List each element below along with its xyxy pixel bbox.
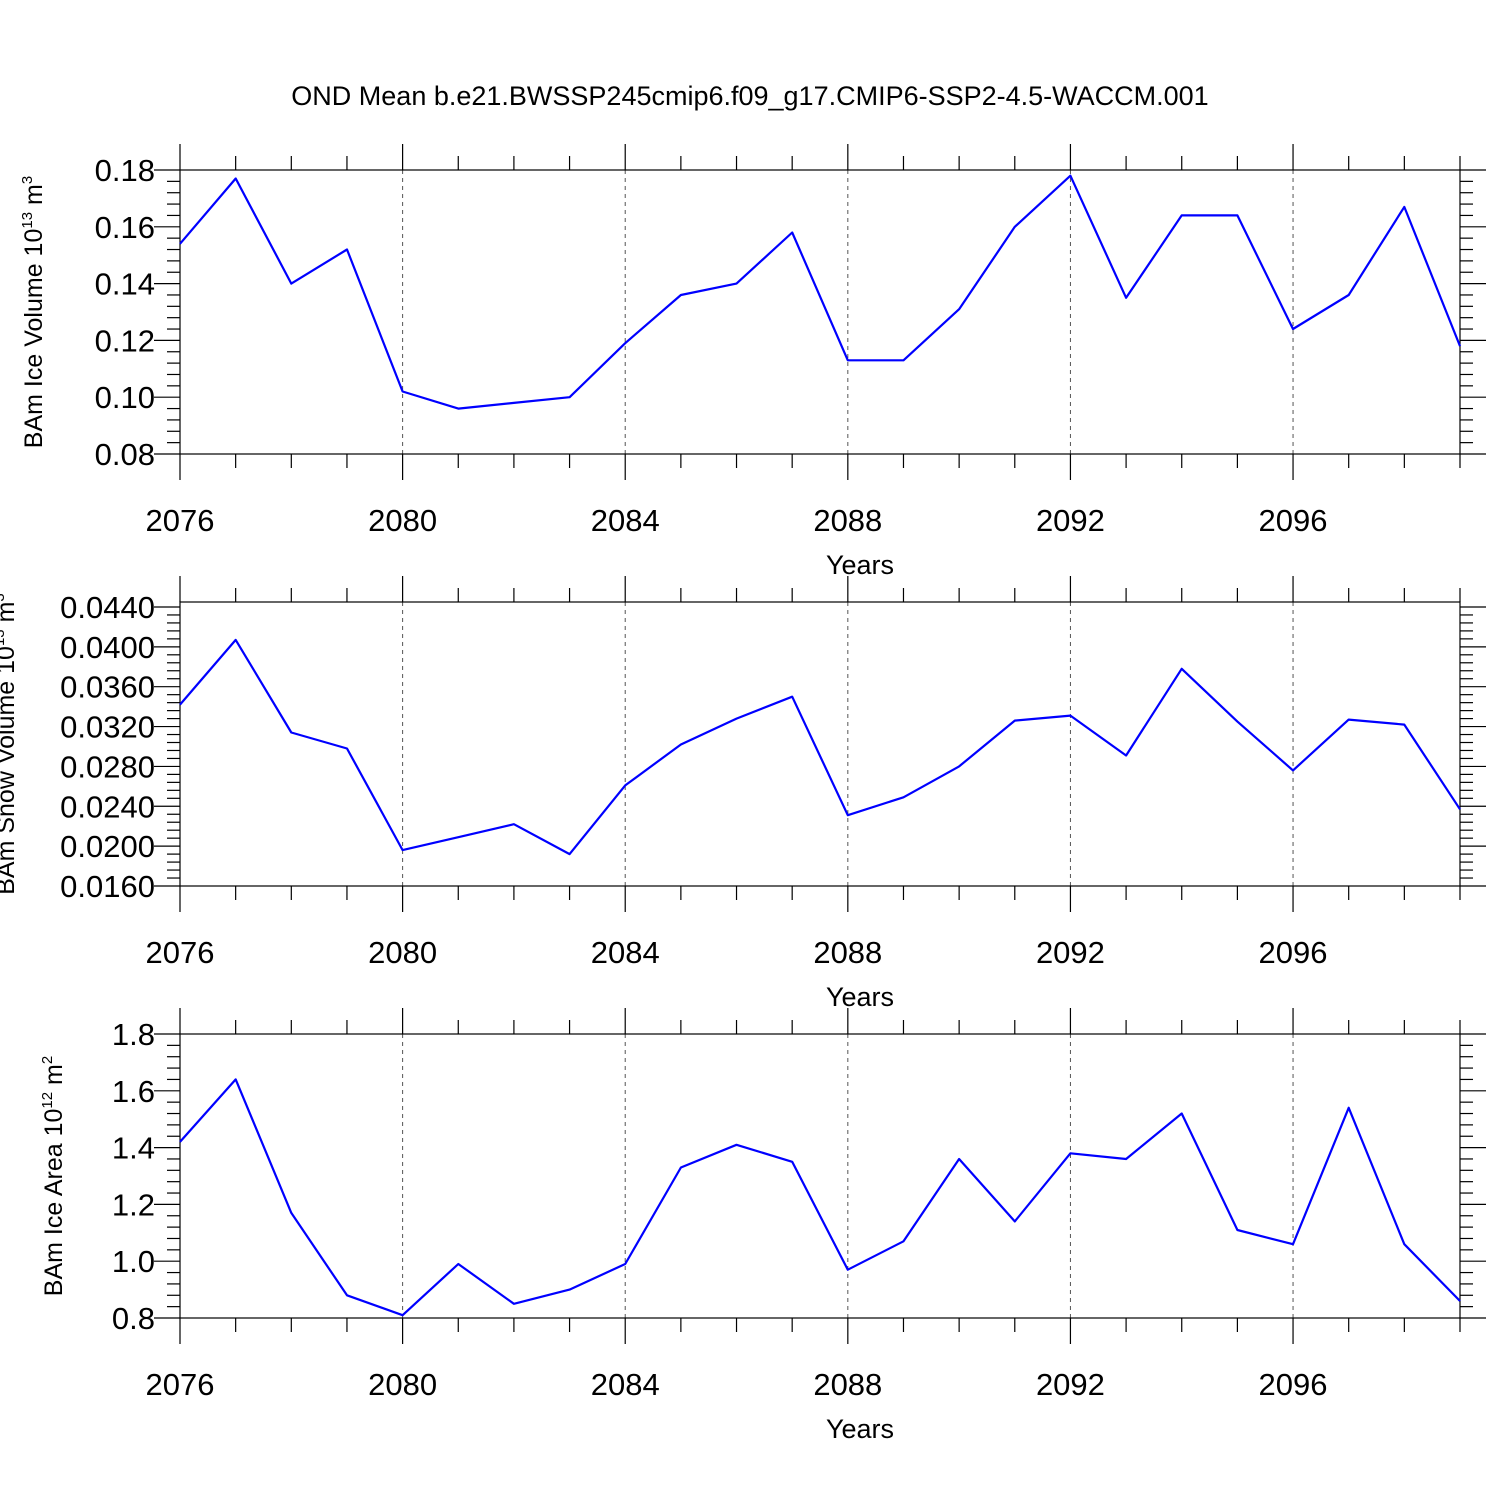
- x-tick-label: 2096: [1259, 503, 1328, 538]
- plot-frame: [179, 601, 1461, 887]
- y-tick-label: 0.14: [95, 267, 155, 302]
- y-tick-label: 0.10: [95, 380, 155, 415]
- x-tick-label: 2080: [368, 503, 437, 538]
- x-tick-label: 2084: [591, 503, 660, 538]
- y-axis-title-exponent: 13: [0, 629, 8, 646]
- y-axis-title-exponent: 12: [39, 1092, 56, 1109]
- x-tick-label: 2088: [813, 503, 882, 538]
- y-tick-label: 0.8: [112, 1301, 155, 1336]
- y-tick-label: 0.0240: [60, 789, 155, 824]
- y-axis-title-main: BAm Ice Area 10: [40, 1109, 68, 1297]
- y-axis-title: BAm Snow Volume 1013 m3: [0, 593, 20, 895]
- panel-ice-area: 2076 2080 2084 2088 2092 2096 Years 0.8 1.0 1.2 1.…: [39, 1008, 1486, 1444]
- x-tick-label: 2088: [813, 1367, 882, 1402]
- x-tick-label: 2084: [591, 1367, 660, 1402]
- y-tick-label: 0.18: [95, 153, 155, 188]
- y-axis-title: BAm Ice Area 1012 m2: [39, 1056, 68, 1296]
- x-tick-label: 2092: [1036, 935, 1105, 970]
- y-tick-label: 1.0: [112, 1244, 155, 1279]
- x-tick-label: 2092: [1036, 503, 1105, 538]
- y-axis-title-unit: m: [0, 602, 20, 630]
- x-tick-label: 2096: [1259, 935, 1328, 970]
- y-tick-label: 0.0320: [60, 710, 155, 745]
- y-axis-title-unit: m: [40, 1064, 68, 1092]
- series-line-ice-volume: [179, 174, 1462, 410]
- x-tick-label: 2084: [591, 935, 660, 970]
- x-axis-title: Years: [826, 1414, 894, 1444]
- x-tick-label: 2088: [813, 935, 882, 970]
- plot-frame: [179, 1033, 1461, 1319]
- x-axis-title: Years: [826, 550, 894, 580]
- y-tick-label: 1.4: [112, 1131, 155, 1166]
- y-axis-title: BAm Ice Volume 1013 m3: [19, 176, 48, 448]
- y-tick-label: 1.8: [112, 1017, 155, 1052]
- y-axis-title-main: BAm Ice Volume 10: [20, 229, 48, 449]
- y-tick-label: 1.6: [112, 1074, 155, 1109]
- x-tick-label: 2076: [146, 935, 215, 970]
- y-axis-title-unit-exponent: 2: [39, 1056, 56, 1064]
- y-tick-label: 0.08: [95, 437, 155, 472]
- panel-snow-volume: 2076 2080 2084 2088 2092 2096 Years 0.0160 0.020…: [0, 576, 1486, 1012]
- panel-ice-volume: 2076 2080 2084 2088 2092 2096 Years 0.08 0.10 0.1…: [19, 144, 1486, 580]
- y-axis-title-unit-exponent: 3: [19, 176, 36, 184]
- x-tick-label: 2076: [146, 1367, 215, 1402]
- series-line-ice-area: [179, 1078, 1461, 1317]
- chart-title: OND Mean b.e21.BWSSP245cmip6.f09_g17.CMI…: [291, 81, 1208, 111]
- x-tick-label: 2076: [146, 503, 215, 538]
- y-tick-label: 0.12: [95, 323, 155, 358]
- y-tick-label: 0.0200: [60, 829, 155, 864]
- y-axis-title-exponent: 13: [19, 212, 36, 229]
- y-axis-title-unit-exponent: 3: [0, 593, 8, 601]
- y-axis-title-unit: m: [20, 184, 48, 212]
- y-tick-label: 0.0360: [60, 670, 155, 705]
- y-axis-title-main: BAm Snow Volume 10: [0, 646, 20, 895]
- y-tick-label: 0.0280: [60, 749, 155, 784]
- plot-frame: [179, 169, 1461, 455]
- series-line-snow-volume: [179, 638, 1461, 856]
- x-tick-label: 2080: [368, 935, 437, 970]
- y-tick-label: 0.0160: [60, 869, 155, 904]
- y-tick-label: 1.2: [112, 1187, 155, 1222]
- x-tick-label: 2092: [1036, 1367, 1105, 1402]
- x-tick-label: 2096: [1259, 1367, 1328, 1402]
- y-tick-label: 0.0400: [60, 630, 155, 665]
- x-tick-label: 2080: [368, 1367, 437, 1402]
- y-tick-label: 0.0440: [60, 590, 155, 625]
- x-axis-title: Years: [826, 982, 894, 1012]
- y-tick-label: 0.16: [95, 210, 155, 245]
